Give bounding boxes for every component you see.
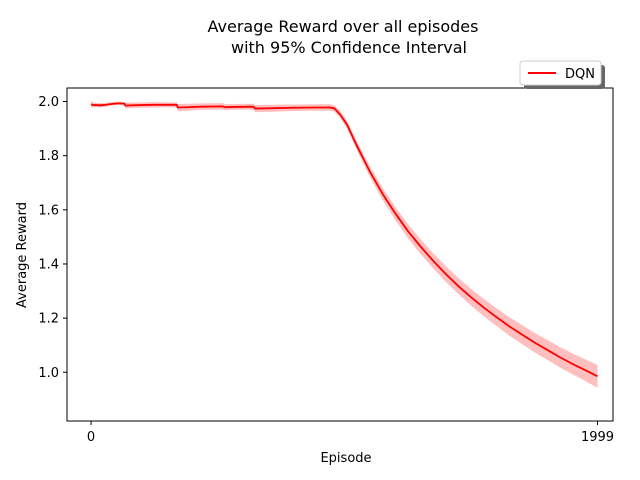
y-tick-label: 1.0 [38, 366, 59, 381]
x-axis: 0 1999 [87, 421, 614, 445]
chart-title-line1: Average Reward over all episodes [208, 17, 479, 36]
y-tick-label: 1.6 [38, 203, 59, 218]
y-tick-label: 1.2 [38, 312, 59, 327]
plot-area [66, 87, 614, 422]
legend-label-dqn: DQN [565, 67, 595, 82]
ci-band-layer [91, 101, 598, 388]
axes-frame [66, 87, 614, 422]
x-tick-label: 0 [87, 430, 95, 445]
y-axis: 1.0 1.2 1.4 1.6 1.8 2.0 [38, 95, 67, 381]
y-tick-label: 2.0 [38, 95, 59, 110]
legend: DQN [519, 60, 605, 89]
series-line-dqn [90, 102, 598, 378]
x-axis-label: Episode [320, 451, 371, 466]
legend-box [519, 60, 602, 86]
y-tick-label: 1.8 [38, 149, 59, 164]
y-tick-label: 1.4 [38, 257, 59, 272]
ci-band-dqn [91, 101, 598, 388]
chart-title-line2: with 95% Confidence Interval [231, 38, 467, 57]
y-axis-label: Average Reward [15, 202, 30, 308]
x-tick-label: 1999 [581, 430, 614, 445]
line-layer [90, 102, 598, 378]
